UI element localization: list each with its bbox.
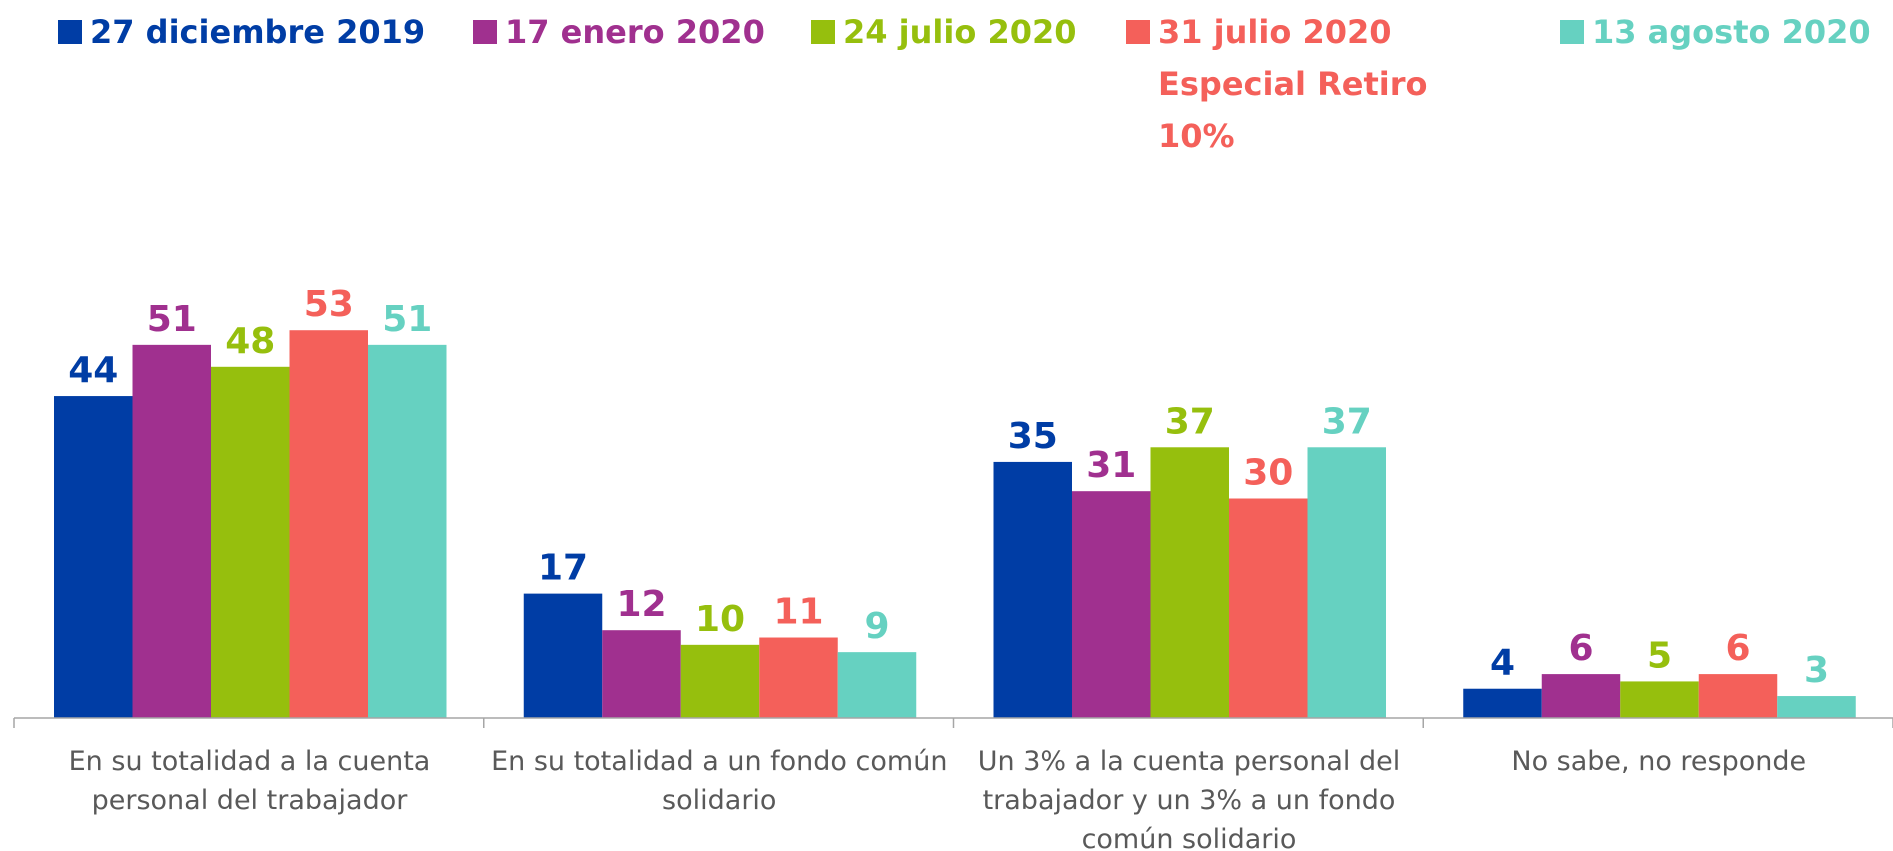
- bar: [1150, 447, 1229, 718]
- data-label: 51: [147, 299, 197, 340]
- data-label: 31: [1086, 445, 1136, 486]
- bar: [289, 330, 368, 718]
- data-label: 37: [1322, 401, 1372, 442]
- legend-label: 17 enero 2020: [505, 13, 765, 51]
- bar: [1541, 674, 1621, 718]
- bar: [1307, 447, 1386, 718]
- data-label: 37: [1165, 401, 1215, 442]
- data-label: 35: [1008, 416, 1058, 457]
- bar: [368, 344, 447, 718]
- bar: [1620, 681, 1699, 718]
- legend-label: 24 julio 2020: [843, 13, 1077, 51]
- legend-label: 13 agosto 2020: [1592, 13, 1871, 51]
- bar: [993, 461, 1072, 718]
- data-label: 44: [68, 350, 118, 391]
- bar: [1698, 674, 1778, 718]
- data-label: 5: [1647, 635, 1672, 676]
- legend-item: 13 agosto 2020: [1560, 6, 1871, 58]
- bar: [1072, 491, 1151, 718]
- data-label: 10: [695, 599, 745, 640]
- bar: [211, 366, 290, 718]
- x-tick-label: No sabe, no responde: [1511, 746, 1807, 777]
- data-label: 9: [864, 606, 889, 647]
- legend-swatch: [1126, 20, 1150, 44]
- x-tick-label: En su totalidad a la cuenta personal del…: [68, 746, 431, 816]
- legend-swatch: [58, 20, 82, 44]
- bar: [837, 652, 917, 718]
- data-label: 48: [225, 321, 275, 362]
- legend-item: 27 diciembre 2019: [58, 6, 425, 58]
- bar: [523, 593, 603, 718]
- bar: [602, 630, 681, 718]
- data-label: 4: [1490, 643, 1515, 684]
- legend-swatch: [1560, 20, 1584, 44]
- data-label: 3: [1804, 650, 1829, 691]
- legend-swatch: [811, 20, 835, 44]
- bar: [54, 396, 133, 718]
- bar: [680, 644, 760, 718]
- data-label: 6: [1568, 628, 1593, 669]
- data-label: 17: [538, 548, 588, 589]
- x-tick-label: En su totalidad a un fondo común solidar…: [491, 746, 948, 816]
- data-label: 11: [773, 592, 823, 633]
- bar: [759, 637, 838, 718]
- legend-item: 17 enero 2020: [473, 6, 765, 58]
- bar: [1463, 688, 1542, 718]
- data-label: 30: [1243, 453, 1293, 494]
- data-label: 12: [616, 584, 666, 625]
- data-label: 53: [304, 284, 354, 325]
- bar: [132, 344, 211, 718]
- x-tick-label: Un 3% a la cuenta personal del trabajado…: [977, 746, 1401, 851]
- legend-item: 31 julio 2020 Especial Retiro 10%: [1126, 6, 1508, 162]
- bar: [1229, 498, 1308, 718]
- data-label: 51: [382, 299, 432, 340]
- legend-item: 24 julio 2020: [811, 6, 1077, 58]
- data-label: 6: [1725, 628, 1750, 669]
- bar: [1777, 696, 1856, 718]
- legend-label: 27 diciembre 2019: [90, 13, 426, 51]
- legend-label: 31 julio 2020 Especial Retiro 10%: [1158, 13, 1428, 155]
- legend-swatch: [473, 20, 497, 44]
